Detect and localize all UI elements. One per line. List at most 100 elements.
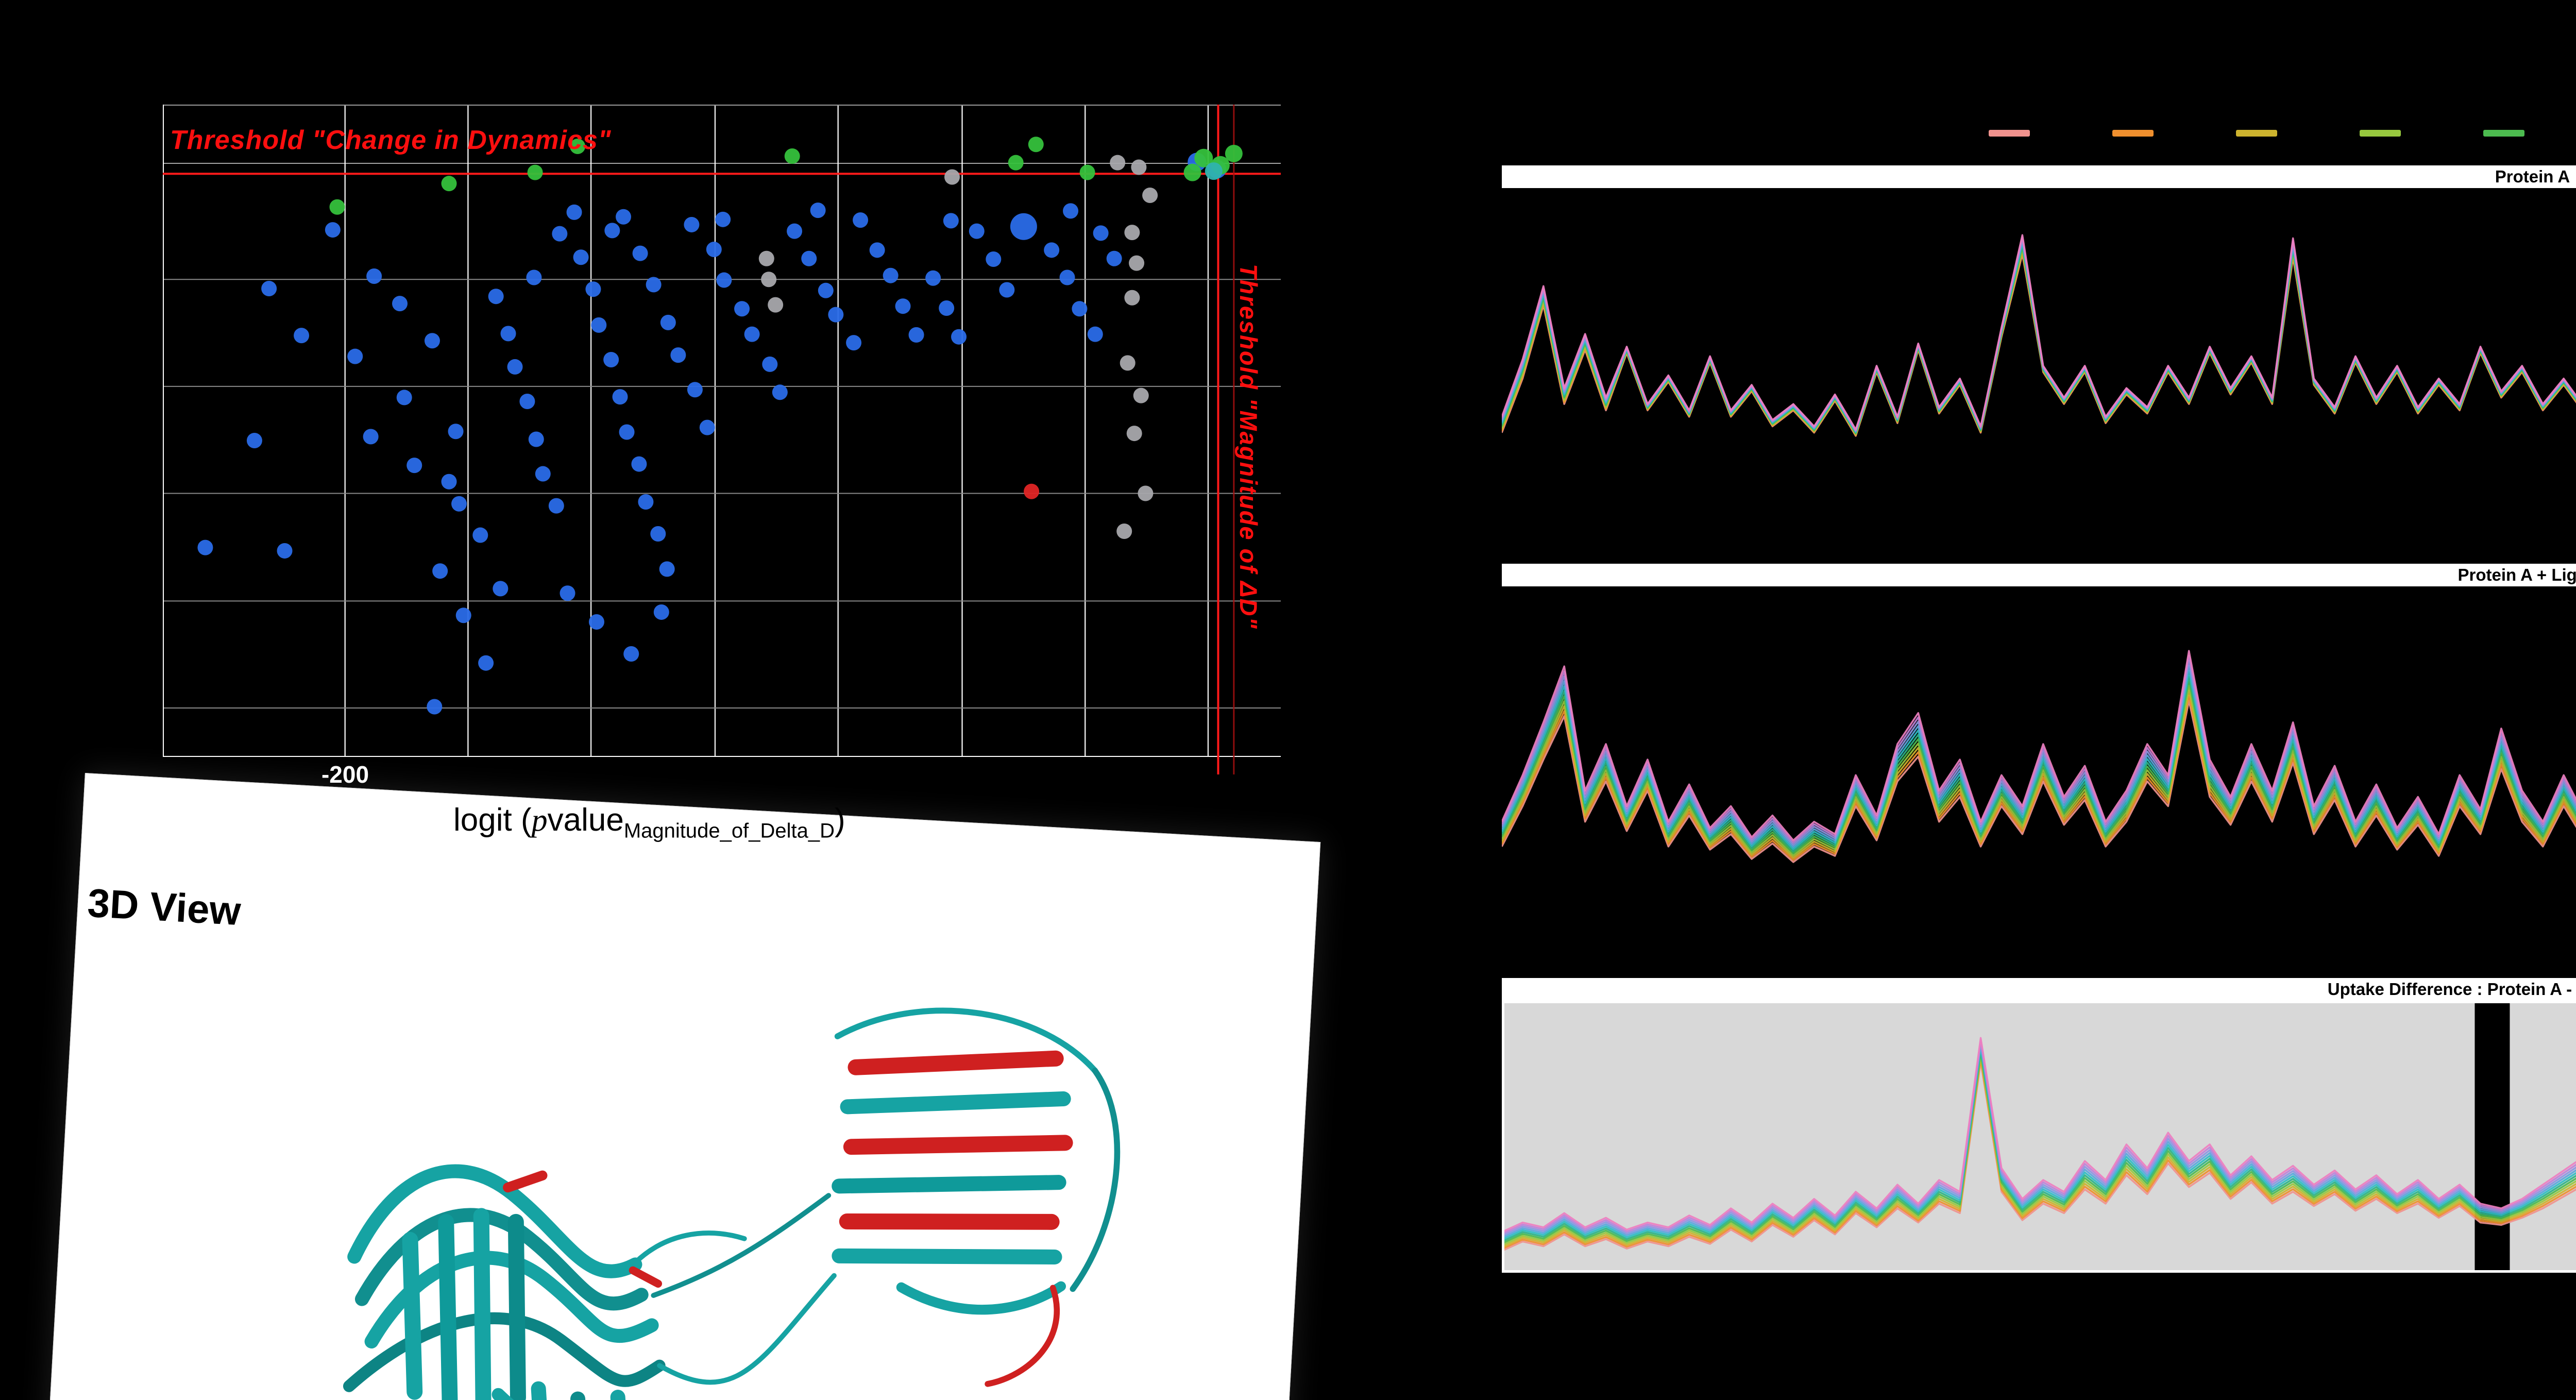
scatter-point[interactable]	[650, 526, 666, 542]
scatter-point[interactable]	[197, 539, 213, 555]
scatter-point[interactable]	[986, 251, 1002, 267]
scatter-point[interactable]	[939, 300, 955, 316]
scatter-point[interactable]	[1183, 163, 1201, 181]
scatter-point[interactable]	[883, 267, 899, 283]
scatter-point[interactable]	[507, 359, 523, 375]
uptake-chart-protein-a[interactable]	[1502, 188, 2576, 554]
scatter-point[interactable]	[1079, 164, 1095, 180]
scatter-point[interactable]	[478, 655, 494, 671]
scatter-point[interactable]	[363, 429, 379, 445]
scatter-point[interactable]	[646, 277, 662, 293]
scatter-point[interactable]	[619, 424, 635, 440]
scatter-point[interactable]	[925, 270, 941, 286]
scatter-point[interactable]	[603, 352, 619, 368]
scatter-point[interactable]	[768, 297, 784, 313]
scatter-point[interactable]	[944, 169, 960, 185]
scatter-point[interactable]	[1028, 137, 1044, 153]
legend-item-dash[interactable]	[2236, 130, 2277, 137]
scatter-point[interactable]	[612, 389, 628, 405]
scatter-point[interactable]	[451, 496, 467, 512]
scatter-point[interactable]	[1008, 155, 1024, 171]
scatter-point[interactable]	[734, 301, 750, 317]
scatter-point[interactable]	[895, 298, 911, 314]
scatter-point[interactable]	[1072, 301, 1088, 317]
scatter-point[interactable]	[1024, 483, 1040, 499]
scatter-point[interactable]	[560, 585, 575, 601]
scatter-point[interactable]	[1142, 187, 1158, 203]
scatter-point[interactable]	[548, 498, 564, 514]
scatter-point[interactable]	[519, 394, 535, 410]
scatter-point[interactable]	[1129, 255, 1145, 271]
legend-item-dash[interactable]	[2112, 130, 2154, 137]
scatter-point[interactable]	[772, 384, 788, 400]
uptake-difference-chart[interactable]	[1502, 1001, 2576, 1273]
scatter-point[interactable]	[1126, 426, 1142, 442]
scatter-point[interactable]	[493, 581, 509, 597]
scatter-point[interactable]	[472, 527, 488, 543]
scatter-point[interactable]	[784, 148, 800, 164]
scatter-point[interactable]	[329, 199, 345, 215]
scatter-point[interactable]	[392, 296, 408, 312]
protein-ribbon-structure[interactable]	[153, 908, 1257, 1400]
scatter-point[interactable]	[810, 203, 826, 218]
scatter-point[interactable]	[1087, 326, 1103, 342]
structure-3d-panel[interactable]: 3D View	[48, 773, 1321, 1400]
scatter-point[interactable]	[761, 272, 777, 288]
scatter-point[interactable]	[347, 348, 363, 364]
scatter-point[interactable]	[715, 211, 731, 227]
scatter-point[interactable]	[1225, 144, 1243, 162]
scatter-point[interactable]	[1059, 269, 1075, 285]
scatter-point[interactable]	[1124, 225, 1140, 241]
scatter-point[interactable]	[570, 139, 586, 155]
scatter-point[interactable]	[261, 281, 277, 297]
scatter-point[interactable]	[1010, 213, 1037, 240]
scatter-point[interactable]	[1124, 290, 1140, 306]
scatter-point[interactable]	[687, 382, 703, 398]
scatter-point[interactable]	[716, 272, 732, 288]
scatter-point[interactable]	[294, 328, 310, 344]
scatter-point[interactable]	[623, 646, 639, 662]
scatter-point[interactable]	[1131, 159, 1147, 175]
scatter-point[interactable]	[616, 209, 632, 225]
scatter-point[interactable]	[853, 212, 869, 228]
scatter-point[interactable]	[448, 424, 464, 440]
scatter-point[interactable]	[699, 419, 715, 435]
scatter-point[interactable]	[1063, 203, 1079, 219]
scatter-point[interactable]	[552, 226, 568, 242]
scatter-point[interactable]	[441, 176, 457, 192]
scatter-point[interactable]	[591, 317, 607, 333]
scatter-point[interactable]	[787, 223, 803, 239]
scatter-point[interactable]	[638, 494, 654, 510]
scatter-point[interactable]	[277, 543, 293, 559]
scatter-point[interactable]	[828, 307, 844, 323]
scatter-point[interactable]	[801, 250, 817, 266]
legend-item-dash[interactable]	[1989, 130, 2030, 137]
scatter-point[interactable]	[427, 699, 443, 715]
scatter-point[interactable]	[588, 614, 604, 630]
scatter-point[interactable]	[653, 604, 669, 620]
scatter-point[interactable]	[660, 314, 676, 330]
scatter-point[interactable]	[325, 222, 341, 238]
scatter-point[interactable]	[1106, 250, 1122, 266]
scatter-point[interactable]	[1116, 523, 1132, 539]
scatter-point[interactable]	[527, 164, 543, 180]
scatter-point[interactable]	[604, 223, 620, 239]
scatter-point[interactable]	[908, 327, 924, 343]
scatter-point[interactable]	[999, 282, 1015, 298]
scatter-point[interactable]	[631, 456, 647, 472]
scatter-point[interactable]	[818, 282, 834, 298]
scatter-point[interactable]	[526, 269, 542, 285]
scatter-point[interactable]	[528, 431, 544, 447]
legend-item-dash[interactable]	[2360, 130, 2401, 137]
scatter-point[interactable]	[566, 204, 582, 220]
scatter-point[interactable]	[762, 356, 778, 372]
scatter-point[interactable]	[1194, 148, 1213, 167]
scatter-point[interactable]	[500, 326, 516, 342]
scatter-point[interactable]	[246, 432, 262, 448]
scatter-point[interactable]	[424, 333, 440, 349]
scatter-point[interactable]	[1138, 485, 1154, 501]
scatter-point[interactable]	[432, 563, 448, 579]
scatter-point[interactable]	[1110, 155, 1126, 171]
volcano-plot-canvas[interactable]	[163, 105, 1281, 774]
scatter-point[interactable]	[1093, 225, 1109, 241]
